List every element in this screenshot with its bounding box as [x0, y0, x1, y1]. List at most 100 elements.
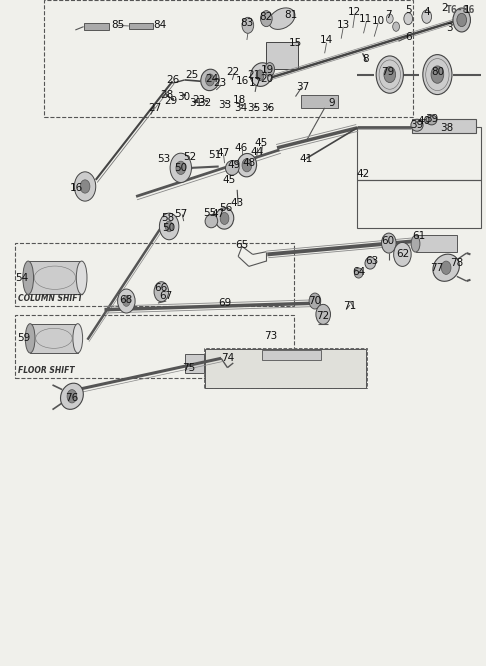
Text: 59: 59 [17, 333, 30, 344]
Text: 34: 34 [234, 103, 247, 113]
Text: 54: 54 [15, 273, 29, 284]
Text: 25: 25 [185, 69, 199, 80]
Text: 3: 3 [446, 23, 452, 33]
Circle shape [441, 261, 451, 274]
Text: 71: 71 [343, 301, 357, 312]
Bar [204, 348, 367, 388]
Text: FLOOR SHIFT: FLOOR SHIFT [18, 366, 75, 375]
Bar [15, 315, 294, 378]
Text: 30: 30 [177, 91, 191, 102]
Text: 82: 82 [260, 11, 273, 22]
Circle shape [220, 212, 229, 224]
Circle shape [382, 233, 396, 253]
Text: 23: 23 [192, 95, 206, 105]
Circle shape [394, 242, 411, 266]
Circle shape [242, 17, 254, 33]
Bar [129, 23, 153, 29]
Text: 67: 67 [159, 291, 173, 302]
Circle shape [393, 22, 399, 31]
Text: 16: 16 [235, 76, 249, 87]
Circle shape [376, 56, 403, 93]
Text: 58: 58 [161, 213, 174, 224]
Text: 40: 40 [417, 116, 431, 127]
Ellipse shape [411, 119, 423, 131]
Ellipse shape [61, 383, 83, 410]
Text: 42: 42 [357, 169, 370, 180]
Text: COLUMN SHIFT: COLUMN SHIFT [18, 294, 83, 303]
Text: 1: 1 [464, 5, 471, 15]
Ellipse shape [226, 161, 239, 175]
Text: 45: 45 [255, 138, 268, 149]
Circle shape [422, 10, 432, 23]
Ellipse shape [73, 324, 83, 353]
Circle shape [118, 289, 135, 313]
Text: 11: 11 [359, 13, 372, 24]
Circle shape [67, 390, 77, 403]
Text: 43: 43 [230, 198, 244, 208]
Text: 15: 15 [289, 38, 302, 49]
Text: 52: 52 [183, 151, 196, 162]
Text: 16: 16 [70, 182, 84, 193]
Text: 55: 55 [203, 208, 217, 218]
Text: 12: 12 [348, 7, 362, 17]
Text: 76: 76 [65, 393, 79, 404]
Text: 50: 50 [174, 163, 188, 173]
Ellipse shape [23, 261, 34, 294]
Text: 38: 38 [440, 123, 454, 133]
Bar [185, 354, 204, 373]
Text: 13: 13 [336, 20, 350, 31]
Text: T6-86: T6-86 [446, 5, 475, 15]
Text: 8: 8 [362, 53, 369, 64]
Text: 9: 9 [329, 98, 335, 109]
Text: 35: 35 [247, 103, 260, 113]
Ellipse shape [411, 235, 420, 252]
Text: 77: 77 [430, 262, 443, 273]
Ellipse shape [433, 254, 459, 281]
Bar [28, 261, 82, 294]
Circle shape [170, 153, 191, 182]
Text: 7: 7 [385, 9, 392, 20]
Text: 21: 21 [247, 69, 260, 80]
Text: 48: 48 [242, 158, 256, 168]
Ellipse shape [201, 69, 219, 91]
Ellipse shape [215, 208, 234, 229]
Bar [44, 0, 413, 117]
Text: 39: 39 [425, 113, 438, 124]
Circle shape [242, 159, 252, 172]
Circle shape [154, 282, 169, 302]
Bar [15, 243, 294, 306]
Circle shape [384, 67, 396, 83]
Text: 70: 70 [308, 296, 322, 306]
Circle shape [80, 180, 90, 193]
Circle shape [309, 293, 321, 309]
Circle shape [404, 13, 413, 25]
Circle shape [176, 161, 186, 174]
Ellipse shape [365, 257, 376, 269]
Text: 64: 64 [352, 266, 365, 277]
Circle shape [256, 70, 264, 81]
Text: 79: 79 [381, 67, 395, 77]
Text: 61: 61 [412, 231, 426, 242]
Circle shape [122, 296, 130, 306]
Circle shape [431, 66, 444, 83]
Ellipse shape [426, 115, 437, 125]
Text: 28: 28 [160, 89, 174, 100]
Bar [262, 350, 321, 360]
Text: 46: 46 [234, 143, 247, 153]
Bar [357, 180, 481, 228]
Circle shape [423, 55, 452, 95]
Text: 39: 39 [410, 120, 424, 131]
Text: 62: 62 [396, 249, 409, 260]
Text: 2: 2 [441, 3, 448, 13]
Text: 31: 31 [189, 98, 202, 109]
Ellipse shape [269, 8, 295, 29]
Text: 74: 74 [221, 353, 234, 364]
Text: 36: 36 [261, 103, 275, 113]
Bar [301, 95, 338, 108]
Circle shape [165, 221, 173, 232]
Text: 45: 45 [223, 174, 236, 185]
Text: 47: 47 [211, 209, 225, 220]
Circle shape [74, 172, 96, 201]
Text: 24: 24 [205, 73, 218, 84]
Text: 83: 83 [240, 18, 254, 29]
